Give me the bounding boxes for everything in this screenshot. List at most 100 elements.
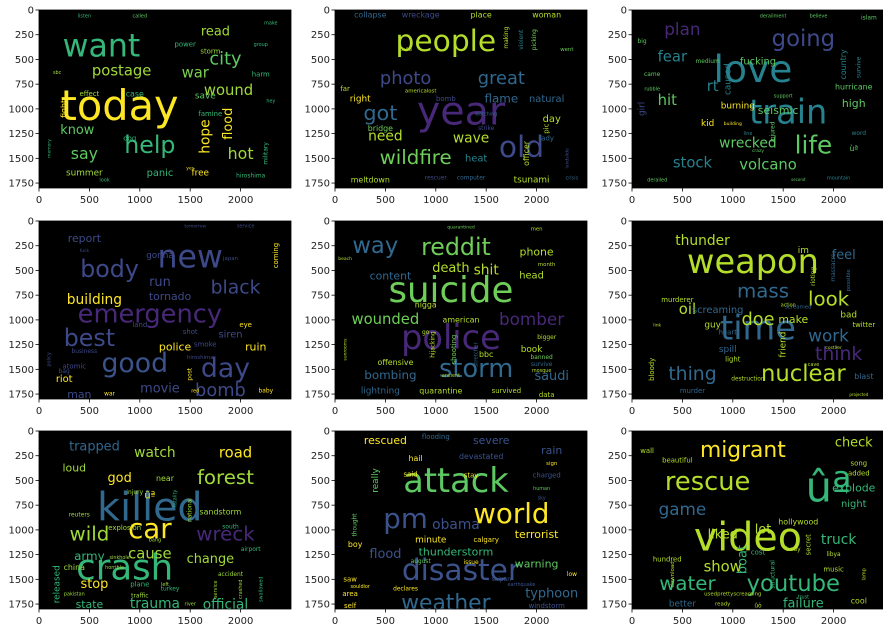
word-wound-6: wound xyxy=(204,82,253,99)
x-tick-label: 500 xyxy=(673,195,692,206)
y-tick-label: 250 xyxy=(15,241,34,252)
word-boy-23: boy xyxy=(348,540,363,549)
word-lightning-18: lightning xyxy=(361,387,400,397)
y-tick-label: 750 xyxy=(15,501,34,512)
word-doe-5: doe xyxy=(741,309,774,330)
word-plan-4: plan xyxy=(664,19,700,39)
panel-background xyxy=(39,431,291,609)
word-train-1: train xyxy=(749,92,827,131)
word-right-14: right xyxy=(350,95,371,105)
word-crashed-34: crashed xyxy=(238,579,244,598)
word-post-32: post xyxy=(188,367,194,380)
x-tick-label: 1000 xyxy=(423,195,448,206)
word-building-32: building xyxy=(724,121,742,127)
y-tick-label: 1500 xyxy=(9,154,34,165)
word-today-0: today xyxy=(61,81,179,130)
word-low-35: low xyxy=(567,572,577,578)
word-hot-9: hot xyxy=(228,144,254,163)
word-shot-26: shot xyxy=(183,328,198,336)
word-red-34: red xyxy=(191,389,199,395)
y-tick-label: 250 xyxy=(608,241,627,252)
panel-background xyxy=(632,221,883,399)
word-bbc-25: bbc xyxy=(479,350,493,359)
word-summer-13: summer xyxy=(66,169,103,179)
word-national-24: national xyxy=(188,498,194,522)
x-tick-label: 0 xyxy=(36,195,42,206)
word-hurricane-16: hurricane xyxy=(835,83,873,92)
word-country-17: country xyxy=(839,49,848,80)
y-tick-label: 500 xyxy=(311,476,330,487)
word-month-27: month xyxy=(538,262,556,268)
y-tick-label: 1250 xyxy=(305,340,330,351)
word-flood-12: flood xyxy=(221,108,236,140)
word-black-6: black xyxy=(211,278,261,299)
word-new-0: new xyxy=(158,240,223,276)
word-saipan-28: saipan xyxy=(492,577,512,583)
word-child-24: child xyxy=(399,47,412,53)
word-need-7: need xyxy=(368,129,402,145)
y-tick-label: 250 xyxy=(311,241,330,252)
word-god-11: god xyxy=(108,471,132,486)
x-tick-label: 0 xyxy=(36,406,42,417)
x-tick-label: 2000 xyxy=(524,195,549,206)
word-death-5: death xyxy=(432,261,469,276)
word-hijacking-33: hijacking xyxy=(430,331,436,358)
word-liked-9: liked xyxy=(708,527,738,542)
word-data-21: data xyxy=(539,391,555,399)
word-beautiful-19: beautiful xyxy=(662,457,693,465)
word-listen-27: listen xyxy=(78,13,91,19)
word-wounded-8: wounded xyxy=(351,311,419,328)
word-siren-14: siren xyxy=(218,330,242,341)
word-mass-3: mass xyxy=(737,280,789,303)
word-line-33: line xyxy=(744,131,753,137)
word-natural-10: natural xyxy=(529,94,564,105)
word-good-3: good xyxy=(101,348,168,379)
y-tick-label: 1000 xyxy=(305,525,330,536)
panel-background xyxy=(39,10,291,188)
word-postage-4: postage xyxy=(92,62,152,79)
word-atomic-29: atomic xyxy=(62,362,86,370)
word-report-15: report xyxy=(68,232,102,245)
panel-frame xyxy=(38,9,292,189)
word-great-4: great xyxy=(478,68,525,89)
word-sbc-31: sbc xyxy=(53,70,62,76)
word-heart-23: heart xyxy=(719,329,738,337)
word-rescuer-32: rescuer xyxy=(425,176,448,182)
word-service-35: service xyxy=(213,580,219,598)
x-tick-label: 500 xyxy=(376,195,395,206)
word-photo-3: photo xyxy=(380,68,431,89)
word-high-15: high xyxy=(842,97,866,110)
y-tick-label: 500 xyxy=(608,476,627,487)
word-released-18: released xyxy=(53,565,63,603)
x-tick-label: 0 xyxy=(629,195,635,206)
word-download-30: download xyxy=(670,561,676,587)
word-left-41: left xyxy=(161,582,169,588)
word-music-26: music xyxy=(823,565,844,573)
y-tick-label: 750 xyxy=(311,501,330,512)
word-car-2: car xyxy=(128,512,172,545)
word-kid-25: kid xyxy=(701,119,714,129)
word-trust-34: trust xyxy=(798,595,810,601)
y-tick-label: 0 xyxy=(621,427,627,438)
word-destruction-26: destruction xyxy=(731,377,765,383)
word-traffic-30: traffic xyxy=(131,594,148,600)
word-spill-24: spill xyxy=(719,345,737,355)
word-hiroshima-28: hiroshima xyxy=(187,355,214,361)
panel-background xyxy=(632,431,883,609)
word-building-7: building xyxy=(67,292,122,308)
x-tick-label: 0 xyxy=(332,616,338,627)
word-turkey-32: turkey xyxy=(161,587,180,593)
word-beach-30: beach xyxy=(338,256,352,262)
word-fatality-42: fatality xyxy=(173,490,179,507)
y-tick-label: 1250 xyxy=(602,340,627,351)
word-day-4: day xyxy=(201,353,250,384)
word-say-10: say xyxy=(71,144,98,163)
word-explosion-22: explosion xyxy=(108,524,141,532)
word-heat-12: heat xyxy=(465,153,487,164)
word-oil-11: oil xyxy=(679,301,696,318)
word-fight-16: fight xyxy=(60,100,69,118)
word-sky-38: sky xyxy=(538,496,546,502)
word-road-6: road xyxy=(219,445,252,462)
word-power-19: power xyxy=(175,41,196,49)
x-tick-label: 2000 xyxy=(228,195,253,206)
